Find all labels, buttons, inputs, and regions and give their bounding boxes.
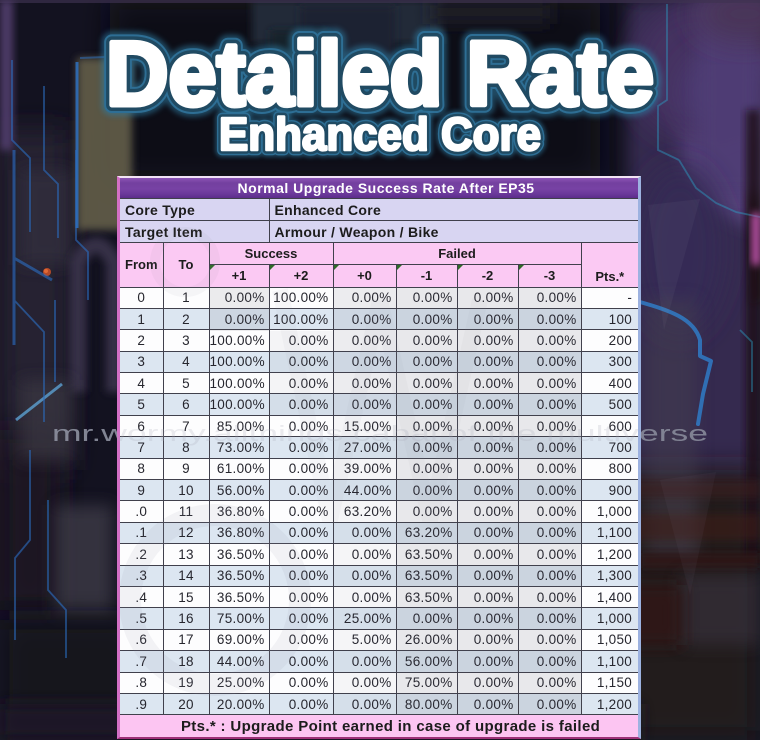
svg-text:Detailed Rate: Detailed Rate: [106, 24, 654, 125]
svg-text:Enhanced Core: Enhanced Core: [219, 108, 541, 160]
svg-text:Enhanced Core: Enhanced Core: [219, 108, 541, 160]
svg-text:Detailed Rate: Detailed Rate: [106, 24, 654, 125]
svg-text:Enhanced Core: Enhanced Core: [219, 108, 541, 160]
svg-text:Enhanced Core: Enhanced Core: [219, 108, 541, 160]
svg-text:Detailed Rate: Detailed Rate: [106, 24, 654, 125]
svg-text:Detailed Rate: Detailed Rate: [106, 24, 654, 125]
